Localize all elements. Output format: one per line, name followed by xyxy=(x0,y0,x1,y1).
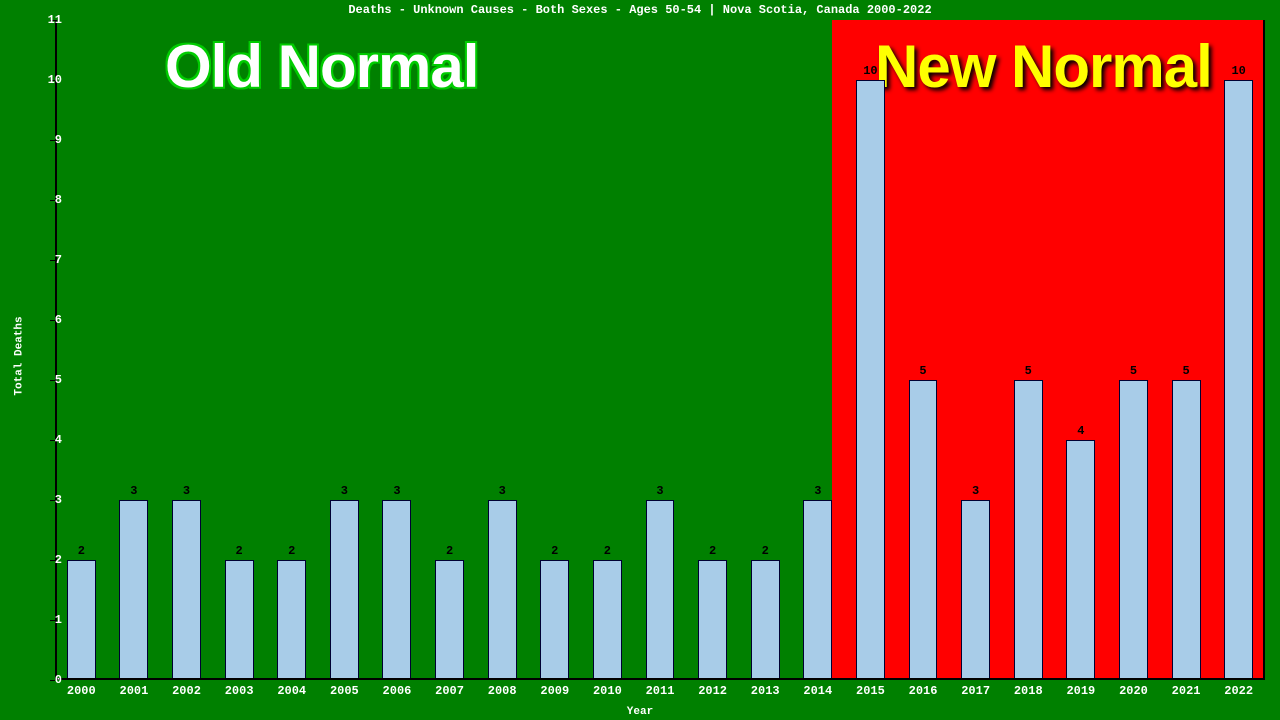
x-tick-label: 2004 xyxy=(277,684,306,698)
annotation-new-normal: New Normal xyxy=(875,32,1212,101)
x-tick-label: 2017 xyxy=(961,684,990,698)
bar-value-label: 10 xyxy=(863,64,877,78)
x-tick-label: 2006 xyxy=(383,684,412,698)
y-tick-label: 3 xyxy=(55,493,62,507)
bar-value-label: 3 xyxy=(393,484,400,498)
bar-value-label: 2 xyxy=(762,544,769,558)
bar xyxy=(1224,80,1253,680)
y-tick-label: 2 xyxy=(55,553,62,567)
bar-value-label: 2 xyxy=(446,544,453,558)
bar-value-label: 2 xyxy=(551,544,558,558)
bar xyxy=(1119,380,1148,680)
y-axis-title: Total Deaths xyxy=(14,316,26,395)
y-tick-label: 4 xyxy=(55,433,62,447)
bar-value-label: 10 xyxy=(1231,64,1245,78)
x-tick-label: 2005 xyxy=(330,684,359,698)
bar-value-label: 4 xyxy=(1077,424,1084,438)
bar xyxy=(803,500,832,680)
bar xyxy=(435,560,464,680)
x-tick-label: 2019 xyxy=(1066,684,1095,698)
bar-value-label: 3 xyxy=(183,484,190,498)
x-tick-label: 2021 xyxy=(1172,684,1201,698)
plot-area: Old Normal New Normal 2 3 3 2 2 3 3 2 3 2 2 3 2 2 3 10 5… xyxy=(55,20,1265,680)
bar xyxy=(540,560,569,680)
y-tick-label: 5 xyxy=(55,373,62,387)
x-tick-label: 2001 xyxy=(120,684,149,698)
bar-value-label: 2 xyxy=(288,544,295,558)
bar xyxy=(1066,440,1095,680)
y-tick-label: 8 xyxy=(55,193,62,207)
x-tick-label: 2014 xyxy=(803,684,832,698)
bar-value-label: 5 xyxy=(1025,364,1032,378)
bar-value-label: 3 xyxy=(499,484,506,498)
x-tick-label: 2022 xyxy=(1224,684,1253,698)
x-tick-label: 2016 xyxy=(909,684,938,698)
bar xyxy=(488,500,517,680)
bar-value-label: 5 xyxy=(1130,364,1137,378)
y-tick-label: 0 xyxy=(55,673,62,687)
y-tick-label: 7 xyxy=(55,253,62,267)
bar-value-label: 3 xyxy=(656,484,663,498)
x-tick-label: 2002 xyxy=(172,684,201,698)
bar xyxy=(1014,380,1043,680)
bar xyxy=(1172,380,1201,680)
bar xyxy=(330,500,359,680)
x-tick-label: 2009 xyxy=(540,684,569,698)
bar xyxy=(277,560,306,680)
x-tick-label: 2008 xyxy=(488,684,517,698)
y-axis-line-right xyxy=(1263,20,1265,680)
bar xyxy=(751,560,780,680)
bar-value-label: 2 xyxy=(709,544,716,558)
bar-value-label: 3 xyxy=(130,484,137,498)
bar-value-label: 2 xyxy=(236,544,243,558)
x-tick-label: 2020 xyxy=(1119,684,1148,698)
y-tick-label: 10 xyxy=(48,73,62,87)
x-tick-label: 2012 xyxy=(698,684,727,698)
y-tick-label: 1 xyxy=(55,613,62,627)
bar xyxy=(856,80,885,680)
bar xyxy=(382,500,411,680)
bar xyxy=(119,500,148,680)
bar-value-label: 3 xyxy=(341,484,348,498)
y-axis-line xyxy=(55,20,57,680)
bar xyxy=(172,500,201,680)
bar-value-label: 3 xyxy=(972,484,979,498)
bar xyxy=(67,560,96,680)
x-tick-label: 2018 xyxy=(1014,684,1043,698)
x-tick-label: 2011 xyxy=(646,684,675,698)
bar xyxy=(909,380,938,680)
x-tick-label: 2007 xyxy=(435,684,464,698)
y-tick-label: 6 xyxy=(55,313,62,327)
bar-value-label: 2 xyxy=(78,544,85,558)
y-tick-label: 9 xyxy=(55,133,62,147)
chart-title: Deaths - Unknown Causes - Both Sexes - A… xyxy=(0,3,1280,17)
bar-value-label: 3 xyxy=(814,484,821,498)
bar-value-label: 2 xyxy=(604,544,611,558)
x-tick-label: 2000 xyxy=(67,684,96,698)
bar xyxy=(646,500,675,680)
x-tick-label: 2010 xyxy=(593,684,622,698)
bar xyxy=(225,560,254,680)
x-tick-label: 2003 xyxy=(225,684,254,698)
bar-value-label: 5 xyxy=(1182,364,1189,378)
x-tick-label: 2013 xyxy=(751,684,780,698)
bar-value-label: 5 xyxy=(919,364,926,378)
annotation-old-normal: Old Normal xyxy=(165,32,478,101)
bar xyxy=(698,560,727,680)
bar xyxy=(961,500,990,680)
x-axis-line xyxy=(55,678,1265,680)
x-axis-title: Year xyxy=(0,706,1280,718)
x-tick-label: 2015 xyxy=(856,684,885,698)
bar xyxy=(593,560,622,680)
